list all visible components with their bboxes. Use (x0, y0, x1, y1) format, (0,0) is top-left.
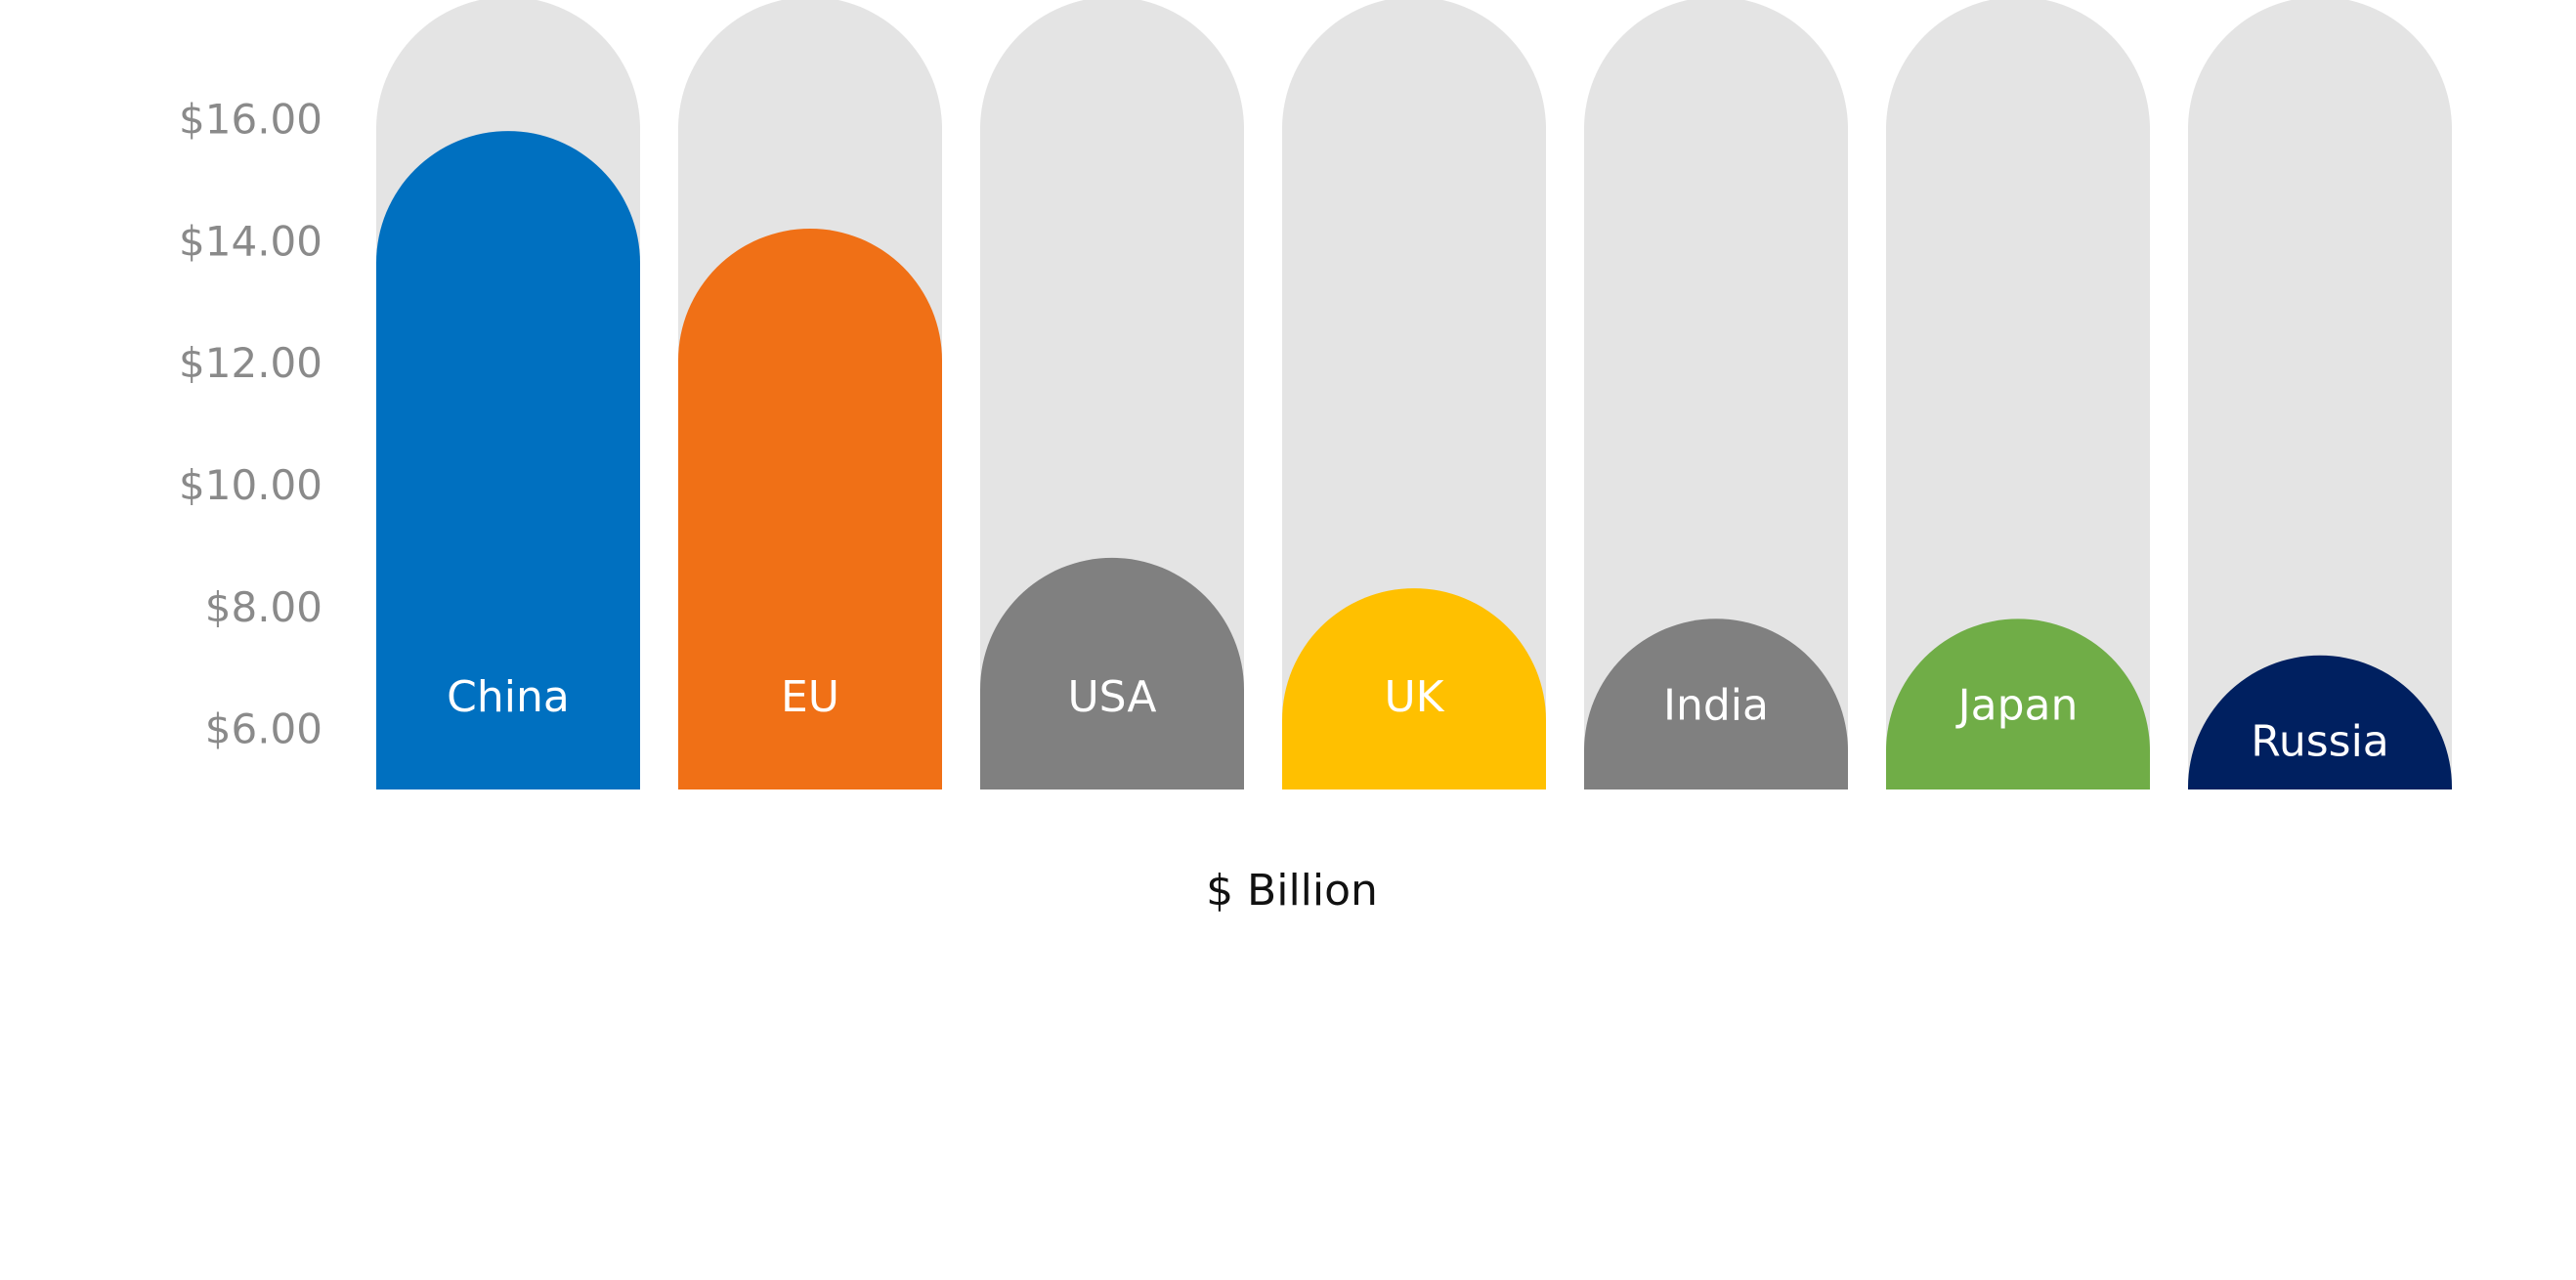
bar-china (376, 131, 640, 790)
y-axis-ticks: $6.00 $8.00 $10.00 $12.00 $14.00 $16.00 (179, 96, 322, 753)
x-axis-label: $ Billion (1206, 866, 1378, 916)
bar-russia (2188, 655, 2452, 789)
y-tick-label: $6.00 (205, 705, 322, 753)
bar-label: USA (1067, 672, 1156, 722)
bar-label: EU (781, 672, 839, 722)
bar-label: China (447, 672, 570, 722)
y-tick-label: $14.00 (179, 217, 322, 265)
bar-label: India (1663, 680, 1769, 730)
y-tick-label: $12.00 (179, 339, 322, 387)
bar-labels: China EU USA UK India Japan Russia (447, 672, 2389, 767)
bar-japan (1886, 619, 2150, 789)
bar-usa (980, 557, 1244, 789)
bar-label: Japan (1955, 680, 2079, 730)
bar-eu (678, 229, 942, 789)
y-tick-label: $8.00 (205, 583, 322, 631)
y-tick-label: $16.00 (179, 96, 322, 144)
bar-track (2188, 0, 2452, 789)
y-tick-label: $10.00 (179, 461, 322, 509)
bars (376, 131, 2452, 790)
bar-track (1886, 0, 2150, 789)
bar-track (1584, 0, 1848, 789)
bar-india (1584, 619, 1848, 789)
bar-track (1282, 0, 1546, 789)
bar-uk (1282, 588, 1546, 789)
bar-label: Russia (2251, 717, 2389, 767)
bar-label: UK (1384, 672, 1444, 722)
